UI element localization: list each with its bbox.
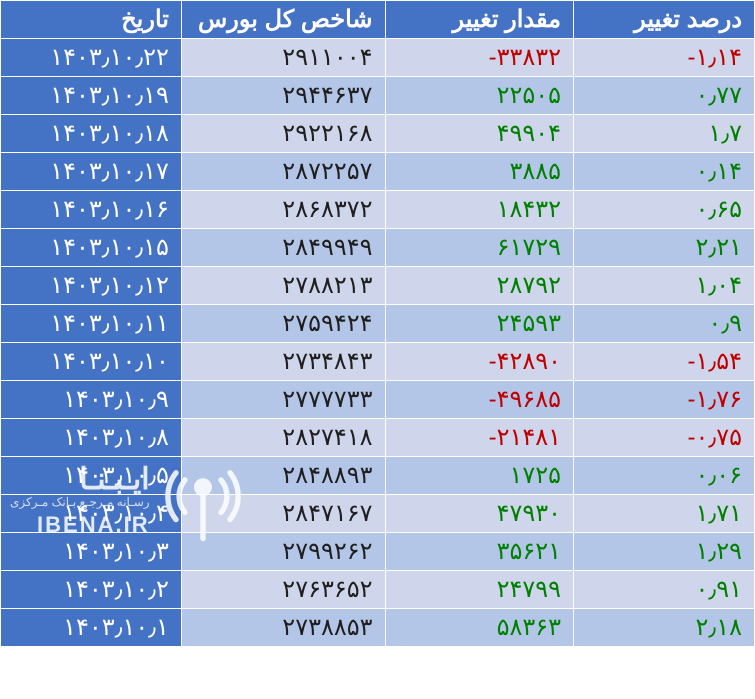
cell-index: ۲۸۲۷۴۱۸ xyxy=(181,419,385,457)
cell-change: ۲۸۷۹۲ xyxy=(385,267,574,305)
cell-index: ۲۷۹۹۲۶۲ xyxy=(181,533,385,571)
cell-index: ۲۷۳۴۸۴۳ xyxy=(181,343,385,381)
table-body: ۱۴۰۳٫۱۰٫۲۲۲۹۱۱۰۰۴-۳۳۸۳۲-۱٫۱۴۱۴۰۳٫۱۰٫۱۹۲۹… xyxy=(1,39,755,647)
cell-percent: ۰٫۱۴ xyxy=(574,153,755,191)
table-row: ۱۴۰۳٫۱۰٫۴۲۸۴۷۱۶۷۴۷۹۳۰۱٫۷۱ xyxy=(1,495,755,533)
table-row: ۱۴۰۳٫۱۰٫۳۲۷۹۹۲۶۲۳۵۶۲۱۱٫۲۹ xyxy=(1,533,755,571)
table-row: ۱۴۰۳٫۱۰٫۱۸۲۹۲۲۱۶۸۴۹۹۰۴۱٫۷ xyxy=(1,115,755,153)
cell-date: ۱۴۰۳٫۱۰٫۲۲ xyxy=(1,39,182,77)
cell-percent: -۱٫۷۶ xyxy=(574,381,755,419)
cell-percent: -۱٫۱۴ xyxy=(574,39,755,77)
cell-index: ۲۸۴۸۸۹۳ xyxy=(181,457,385,495)
table-row: ۱۴۰۳٫۱۰٫۱۹۲۹۴۴۶۳۷۲۲۵۰۵۰٫۷۷ xyxy=(1,77,755,115)
cell-date: ۱۴۰۳٫۱۰٫۲ xyxy=(1,571,182,609)
cell-percent: ۲٫۲۱ xyxy=(574,229,755,267)
cell-change: ۲۴۵۹۳ xyxy=(385,305,574,343)
cell-change: -۴۲۸۹۰ xyxy=(385,343,574,381)
cell-index: ۲۹۱۱۰۰۴ xyxy=(181,39,385,77)
cell-date: ۱۴۰۳٫۱۰٫۵ xyxy=(1,457,182,495)
cell-index: ۲۷۶۳۶۵۲ xyxy=(181,571,385,609)
cell-index: ۲۷۵۹۴۲۴ xyxy=(181,305,385,343)
table-row: ۱۴۰۳٫۱۰٫۱۷۲۸۷۲۲۵۷۳۸۸۵۰٫۱۴ xyxy=(1,153,755,191)
cell-percent: -۱٫۵۴ xyxy=(574,343,755,381)
table-row: ۱۴۰۳٫۱۰٫۱۶۲۸۶۸۳۷۲۱۸۴۳۲۰٫۶۵ xyxy=(1,191,755,229)
header-date: تاریخ xyxy=(1,1,182,39)
cell-percent: ۱٫۲۹ xyxy=(574,533,755,571)
cell-date: ۱۴۰۳٫۱۰٫۹ xyxy=(1,381,182,419)
cell-date: ۱۴۰۳٫۱۰٫۱۰ xyxy=(1,343,182,381)
cell-index: ۲۷۷۷۷۳۳ xyxy=(181,381,385,419)
cell-change: -۳۳۸۳۲ xyxy=(385,39,574,77)
cell-date: ۱۴۰۳٫۱۰٫۱۲ xyxy=(1,267,182,305)
table-row: ۱۴۰۳٫۱۰٫۹۲۷۷۷۷۳۳-۴۹۶۸۵-۱٫۷۶ xyxy=(1,381,755,419)
cell-percent: ۱٫۰۴ xyxy=(574,267,755,305)
cell-change: ۶۱۷۲۹ xyxy=(385,229,574,267)
cell-change: ۴۹۹۰۴ xyxy=(385,115,574,153)
cell-change: ۴۷۹۳۰ xyxy=(385,495,574,533)
cell-index: ۲۸۴۷۱۶۷ xyxy=(181,495,385,533)
stock-index-table: تاریخ شاخص کل بورس مقدار تغییر درصد تغیی… xyxy=(0,0,755,647)
cell-index: ۲۹۴۴۶۳۷ xyxy=(181,77,385,115)
cell-change: ۲۲۵۰۵ xyxy=(385,77,574,115)
cell-date: ۱۴۰۳٫۱۰٫۳ xyxy=(1,533,182,571)
cell-change: ۲۴۷۹۹ xyxy=(385,571,574,609)
cell-change: ۱۸۴۳۲ xyxy=(385,191,574,229)
cell-change: ۵۸۳۶۳ xyxy=(385,609,574,647)
cell-change: -۴۹۶۸۵ xyxy=(385,381,574,419)
cell-date: ۱۴۰۳٫۱۰٫۱۶ xyxy=(1,191,182,229)
cell-change: ۳۵۶۲۱ xyxy=(385,533,574,571)
cell-change: -۲۱۴۸۱ xyxy=(385,419,574,457)
table-row: ۱۴۰۳٫۱۰٫۸۲۸۲۷۴۱۸-۲۱۴۸۱-۰٫۷۵ xyxy=(1,419,755,457)
table-row: ۱۴۰۳٫۱۰٫۲۲۲۹۱۱۰۰۴-۳۳۸۳۲-۱٫۱۴ xyxy=(1,39,755,77)
table-row: ۱۴۰۳٫۱۰٫۱۲۷۳۸۸۵۳۵۸۳۶۳۲٫۱۸ xyxy=(1,609,755,647)
cell-date: ۱۴۰۳٫۱۰٫۱۵ xyxy=(1,229,182,267)
cell-index: ۲۸۷۲۲۵۷ xyxy=(181,153,385,191)
cell-date: ۱۴۰۳٫۱۰٫۱ xyxy=(1,609,182,647)
cell-percent: ۰٫۹۱ xyxy=(574,571,755,609)
cell-index: ۲۸۴۹۹۴۹ xyxy=(181,229,385,267)
cell-change: ۱۷۲۵ xyxy=(385,457,574,495)
table-row: ۱۴۰۳٫۱۰٫۱۱۲۷۵۹۴۲۴۲۴۵۹۳۰٫۹ xyxy=(1,305,755,343)
table-row: ۱۴۰۳٫۱۰٫۱۵۲۸۴۹۹۴۹۶۱۷۲۹۲٫۲۱ xyxy=(1,229,755,267)
cell-percent: -۰٫۷۵ xyxy=(574,419,755,457)
cell-percent: ۰٫۷۷ xyxy=(574,77,755,115)
table-row: ۱۴۰۳٫۱۰٫۲۲۷۶۳۶۵۲۲۴۷۹۹۰٫۹۱ xyxy=(1,571,755,609)
cell-date: ۱۴۰۳٫۱۰٫۸ xyxy=(1,419,182,457)
cell-percent: ۲٫۱۸ xyxy=(574,609,755,647)
header-percent: درصد تغییر xyxy=(574,1,755,39)
table-row: ۱۴۰۳٫۱۰٫۵۲۸۴۸۸۹۳۱۷۲۵۰٫۰۶ xyxy=(1,457,755,495)
cell-index: ۲۸۶۸۳۷۲ xyxy=(181,191,385,229)
cell-index: ۲۷۸۸۲۱۳ xyxy=(181,267,385,305)
table-row: ۱۴۰۳٫۱۰٫۱۰۲۷۳۴۸۴۳-۴۲۸۹۰-۱٫۵۴ xyxy=(1,343,755,381)
cell-date: ۱۴۰۳٫۱۰٫۱۸ xyxy=(1,115,182,153)
table-row: ۱۴۰۳٫۱۰٫۱۲۲۷۸۸۲۱۳۲۸۷۹۲۱٫۰۴ xyxy=(1,267,755,305)
header-change: مقدار تغییر xyxy=(385,1,574,39)
cell-percent: ۰٫۶۵ xyxy=(574,191,755,229)
cell-date: ۱۴۰۳٫۱۰٫۴ xyxy=(1,495,182,533)
header-index: شاخص کل بورس xyxy=(181,1,385,39)
cell-percent: ۰٫۹ xyxy=(574,305,755,343)
cell-date: ۱۴۰۳٫۱۰٫۱۱ xyxy=(1,305,182,343)
cell-date: ۱۴۰۳٫۱۰٫۱۹ xyxy=(1,77,182,115)
cell-percent: ۱٫۷ xyxy=(574,115,755,153)
cell-index: ۲۷۳۸۸۵۳ xyxy=(181,609,385,647)
cell-percent: ۱٫۷۱ xyxy=(574,495,755,533)
table-header-row: تاریخ شاخص کل بورس مقدار تغییر درصد تغیی… xyxy=(1,1,755,39)
cell-percent: ۰٫۰۶ xyxy=(574,457,755,495)
cell-date: ۱۴۰۳٫۱۰٫۱۷ xyxy=(1,153,182,191)
cell-change: ۳۸۸۵ xyxy=(385,153,574,191)
cell-index: ۲۹۲۲۱۶۸ xyxy=(181,115,385,153)
